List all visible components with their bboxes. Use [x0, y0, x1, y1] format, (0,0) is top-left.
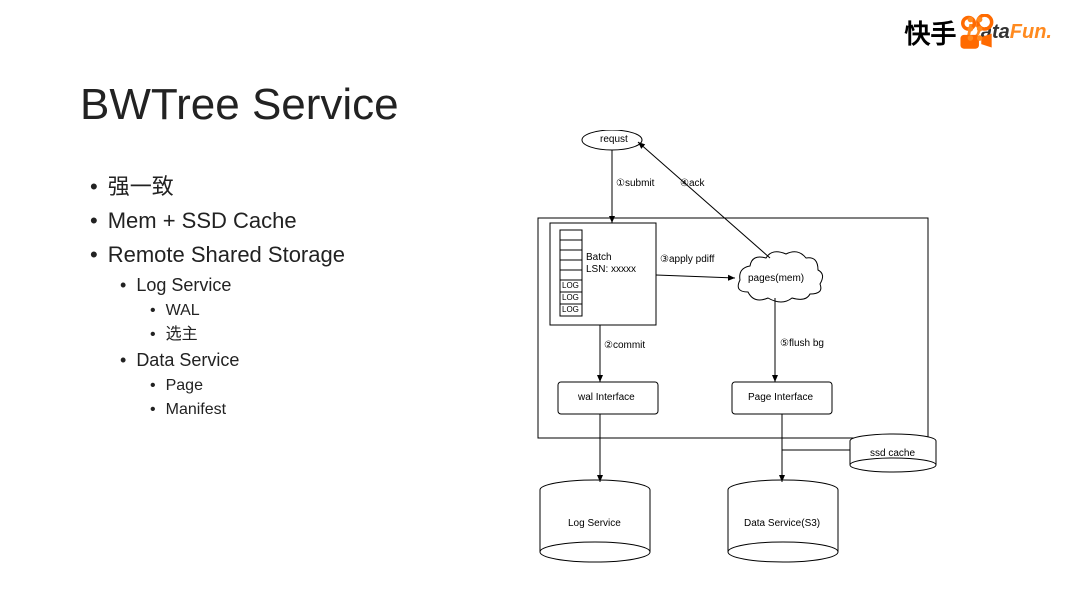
node-label: ssd cache [870, 448, 915, 459]
edge-label: ④ack [680, 178, 705, 189]
node-label: LOG [562, 293, 579, 302]
architecture-diagram: requst Batch LSN: xxxxx LOG LOG LOG page… [520, 130, 1060, 600]
node-label: LSN: xxxxx [586, 264, 636, 276]
node-label: LOG [562, 305, 579, 314]
bullet-item: Page [150, 374, 345, 398]
node-label: Page Interface [748, 392, 813, 403]
node-label: Data Service(S3) [744, 518, 820, 529]
bullet-item: 选主 [150, 323, 345, 347]
edge-label: ①submit [616, 178, 654, 189]
bullet-item: Mem + SSD Cache [90, 204, 345, 238]
bullet-list: 强一致 Mem + SSD Cache Remote Shared Storag… [90, 170, 345, 422]
bullet-item: Remote Shared Storage [90, 238, 345, 272]
node-label: requst [600, 134, 628, 145]
bullet-item: Log Service [120, 272, 345, 299]
datafun-logo: DataFun. [966, 21, 1052, 44]
node-label: Batch [586, 252, 636, 264]
slide-title: BWTree Service [80, 80, 399, 130]
node-label: Log Service [568, 518, 621, 529]
bullet-item: Manifest [150, 398, 345, 422]
node-label: LOG [562, 281, 579, 290]
node-label: wal Interface [578, 392, 635, 403]
edge-label: ②commit [604, 340, 645, 351]
bullet-item: Data Service [120, 347, 345, 374]
bullet-item: WAL [150, 299, 345, 323]
bullet-item: 强一致 [90, 170, 345, 204]
logo-bar: 快手 DataFun. [904, 14, 1052, 51]
edge-label: ⑤flush bg [780, 338, 824, 349]
node-label: pages(mem) [748, 273, 804, 284]
edge-label: ③apply pdiff [660, 254, 714, 265]
